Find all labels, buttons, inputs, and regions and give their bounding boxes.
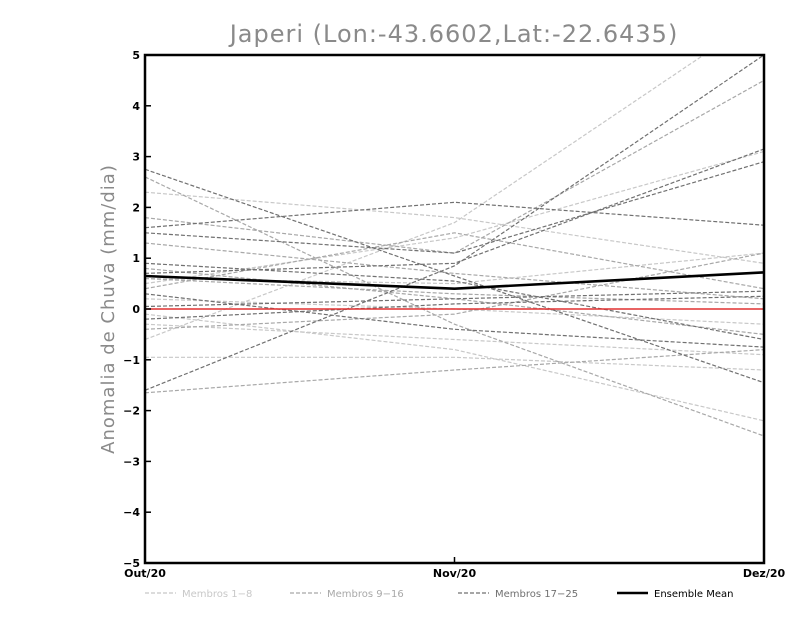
series-layer — [145, 55, 764, 437]
y-tick-label: 5 — [132, 49, 140, 62]
legend-label: Membros 17−25 — [495, 589, 578, 600]
member-line-17-25-19 — [145, 55, 764, 391]
member-line-9-16-12 — [145, 252, 764, 330]
member-line-1-8-4 — [145, 313, 764, 422]
member-line-1-8-5 — [145, 356, 764, 371]
legend-label: Membros 1−8 — [182, 589, 252, 600]
x-tick-label: Dez/20 — [743, 567, 786, 580]
legend: Membros 1−8 Membros 9−16 Membros 17−25 Ense… — [145, 589, 733, 600]
y-tick-label: −5 — [123, 557, 140, 570]
chart-title: Japeri (Lon:-43.6602,Lat:-22.6435) — [228, 20, 679, 48]
y-tick-label: −4 — [123, 506, 140, 519]
axis-layer: −5 −4 −3 −2 −1 0 1 2 3 4 5 Out/20 Nov/20 Dez/20 — [123, 49, 785, 580]
x-tick-label: Out/20 — [124, 567, 166, 580]
x-tick-label: Nov/20 — [433, 567, 477, 580]
legend-label: Ensemble Mean — [654, 589, 733, 600]
y-tick-label: 1 — [132, 252, 140, 265]
y-tick-label: −1 — [123, 354, 140, 367]
member-line-9-16-15 — [145, 349, 764, 394]
member-line-17-25-21 — [145, 293, 764, 348]
y-tick-label: 3 — [132, 151, 140, 164]
legend-label: Membros 9−16 — [327, 589, 404, 600]
member-line-17-25-20 — [145, 161, 764, 254]
y-axis-label: Anomalia de Chuva (mm/dia) — [98, 164, 119, 454]
member-line-1-8-3 — [145, 150, 764, 285]
member-line-9-16-9 — [145, 176, 764, 437]
y-tick-label: 4 — [132, 100, 140, 113]
member-line-17-25-24 — [145, 262, 764, 341]
member-line-1-8-8 — [145, 323, 764, 356]
member-line-17-25-17 — [145, 168, 764, 384]
member-line-1-8-6 — [145, 298, 764, 325]
member-line-9-16-10 — [145, 79, 764, 254]
member-line-17-25-23 — [145, 290, 764, 308]
member-line-9-16-13 — [145, 242, 764, 300]
member-line-17-25-25 — [145, 295, 764, 320]
y-tick-label: −3 — [123, 455, 140, 468]
member-line-17-25-18 — [145, 201, 764, 229]
member-line-1-8-1 — [145, 191, 764, 264]
member-line-1-8-2 — [145, 55, 705, 341]
member-line-17-25-22 — [145, 148, 764, 274]
mean-layer — [145, 271, 764, 291]
ensemble-mean-line — [145, 271, 764, 291]
y-tick-label: 0 — [132, 303, 140, 316]
member-line-9-16-16 — [145, 277, 764, 305]
y-tick-label: 2 — [132, 201, 140, 214]
member-line-9-16-11 — [145, 267, 764, 335]
y-tick-label: −2 — [123, 405, 140, 418]
